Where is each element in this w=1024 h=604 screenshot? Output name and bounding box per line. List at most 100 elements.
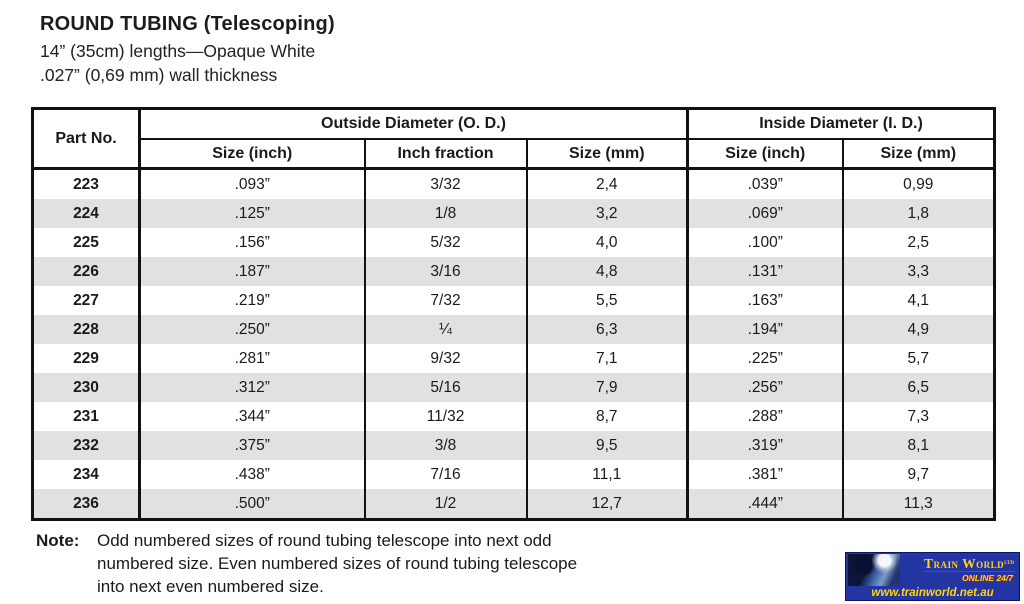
id-size-mm-cell: 1,8	[841, 199, 996, 228]
id-size-inch-cell: .288”	[686, 402, 844, 431]
od-size-inch-cell: .375”	[138, 431, 366, 460]
od-size-inch-cell: .281”	[138, 344, 366, 373]
table-group-header-row: Part No. Outside Diameter (O. D.) Inside…	[31, 107, 996, 170]
table-row: 232.375” 3/8 9,5.319” 8,1	[31, 431, 996, 460]
table-row: 226.187” 3/16 4,8.131” 3,3	[31, 257, 996, 286]
col-header-od-size-inch: Size (inch)	[138, 138, 366, 170]
od-size-inch-cell: .250”	[138, 315, 366, 344]
id-size-mm-cell: 9,7	[841, 460, 996, 489]
od-inch-fraction-cell: 5/32	[363, 228, 528, 257]
table-row: 234.438” 7/16 11,1.381” 9,7	[31, 460, 996, 489]
id-size-mm-cell: 6,5	[841, 373, 996, 402]
table-row: 223.093” 3/32 2,4.039” 0,99	[31, 168, 996, 199]
id-size-mm-cell: 3,3	[841, 257, 996, 286]
part-no-cell: 223	[31, 168, 141, 199]
id-size-mm-cell: 11,3	[841, 489, 996, 520]
id-size-inch-cell: .319”	[686, 431, 844, 460]
id-size-inch-cell: .039”	[686, 168, 844, 199]
od-size-mm-cell: 7,1	[525, 344, 689, 373]
od-inch-fraction-cell: 3/16	[363, 257, 528, 286]
od-size-mm-cell: 12,7	[525, 489, 689, 520]
part-no-cell: 234	[31, 460, 141, 489]
col-header-id-size-mm: Size (mm)	[841, 138, 996, 170]
id-size-inch-cell: .225”	[686, 344, 844, 373]
logo-website-link[interactable]: www.trainworld.net.au	[871, 587, 994, 599]
od-inch-fraction-cell: 5/16	[363, 373, 528, 402]
col-header-part-no: Part No.	[31, 107, 141, 170]
od-size-mm-cell: 2,4	[525, 168, 689, 199]
logo-ltd-suffix: LTD	[1004, 561, 1014, 566]
part-no-cell: 232	[31, 431, 141, 460]
od-size-inch-cell: .187”	[138, 257, 366, 286]
col-header-id-size-inch: Size (inch)	[686, 138, 844, 170]
od-size-mm-cell: 9,5	[525, 431, 689, 460]
col-header-od-size-mm: Size (mm)	[525, 138, 689, 170]
table-subheader-row: Size (inch) Inch fraction Size (mm) Size…	[33, 138, 996, 170]
id-size-inch-cell: .194”	[686, 315, 844, 344]
id-size-inch-cell: .163”	[686, 286, 844, 315]
id-size-mm-cell: 5,7	[841, 344, 996, 373]
id-size-inch-cell: .444”	[686, 489, 844, 520]
logo-text-block: Train WorldLTD ONLINE 24/7	[900, 553, 1015, 586]
od-size-inch-cell: .219”	[138, 286, 366, 315]
od-size-inch-cell: .438”	[138, 460, 366, 489]
od-size-mm-cell: 8,7	[525, 402, 689, 431]
od-inch-fraction-cell: 3/32	[363, 168, 528, 199]
table-row: 225.156” 5/32 4,0.100” 2,5	[31, 228, 996, 257]
footnote: Note: Odd numbered sizes of round tubing…	[36, 529, 609, 598]
od-size-inch-cell: .312”	[138, 373, 366, 402]
part-no-cell: 227	[31, 286, 141, 315]
od-size-mm-cell: 11,1	[525, 460, 689, 489]
table-row: 229.281” 9/32 7,1.225” 5,7	[31, 344, 996, 373]
id-size-inch-cell: .131”	[686, 257, 844, 286]
part-no-cell: 224	[31, 199, 141, 228]
subtitle-wall-thickness: .027” (0,69 mm) wall thickness	[40, 65, 278, 85]
subtitle-lengths: 14” (35cm) lengths—Opaque White	[40, 41, 316, 61]
train-photo-icon	[848, 554, 900, 586]
part-no-cell: 226	[31, 257, 141, 286]
id-size-inch-cell: .381”	[686, 460, 844, 489]
od-size-inch-cell: .156”	[138, 228, 366, 257]
od-inch-fraction-cell: 7/16	[363, 460, 528, 489]
od-size-mm-cell: 7,9	[525, 373, 689, 402]
table-row: 230.312” 5/16 7,9.256” 6,5	[31, 373, 996, 402]
od-size-inch-cell: .500”	[138, 489, 366, 520]
part-no-cell: 230	[31, 373, 141, 402]
table-row: 236.500” 1/2 12,7.444” 11,3	[31, 489, 996, 520]
od-size-mm-cell: 6,3	[525, 315, 689, 344]
title-block: ROUND TUBING (Telescoping) 14” (35cm) le…	[0, 0, 1024, 87]
table-row: 227.219” 7/32 5,5.163” 4,1	[31, 286, 996, 315]
od-size-mm-cell: 4,8	[525, 257, 689, 286]
od-size-inch-cell: .125”	[138, 199, 366, 228]
od-inch-fraction-cell: 3/8	[363, 431, 528, 460]
col-header-od-inch-fraction: Inch fraction	[363, 138, 528, 170]
id-size-mm-cell: 8,1	[841, 431, 996, 460]
table-row: 224.125” 1/8 3,2.069” 1,8	[31, 199, 996, 228]
od-inch-fraction-cell: 1/2	[363, 489, 528, 520]
logo-brand-text: Train WorldLTD	[924, 556, 1015, 572]
id-size-inch-cell: .069”	[686, 199, 844, 228]
part-no-cell: 229	[31, 344, 141, 373]
od-size-mm-cell: 3,2	[525, 199, 689, 228]
table-row: 228.250” ¼ 6,3.194” 4,9	[31, 315, 996, 344]
id-size-mm-cell: 4,9	[841, 315, 996, 344]
od-size-inch-cell: .093”	[138, 168, 366, 199]
od-inch-fraction-cell: 1/8	[363, 199, 528, 228]
part-no-cell: 228	[31, 315, 141, 344]
table-row: 231.344” 11/32 8,7.288” 7,3	[31, 402, 996, 431]
group-header-inside-diameter: Inside Diameter (I. D.)	[686, 107, 996, 140]
note-label: Note:	[36, 531, 80, 550]
od-inch-fraction-cell: 11/32	[363, 402, 528, 431]
id-size-mm-cell: 7,3	[841, 402, 996, 431]
trainworld-logo[interactable]: Train WorldLTD ONLINE 24/7 www.trainworl…	[845, 552, 1020, 601]
od-inch-fraction-cell: ¼	[363, 315, 528, 344]
id-size-inch-cell: .256”	[686, 373, 844, 402]
logo-online-text: ONLINE 24/7	[961, 573, 1013, 583]
od-size-inch-cell: .344”	[138, 402, 366, 431]
od-size-mm-cell: 4,0	[525, 228, 689, 257]
id-size-mm-cell: 2,5	[841, 228, 996, 257]
note-text: Odd numbered sizes of round tubing teles…	[97, 531, 578, 596]
id-size-mm-cell: 0,99	[841, 168, 996, 199]
od-size-mm-cell: 5,5	[525, 286, 689, 315]
